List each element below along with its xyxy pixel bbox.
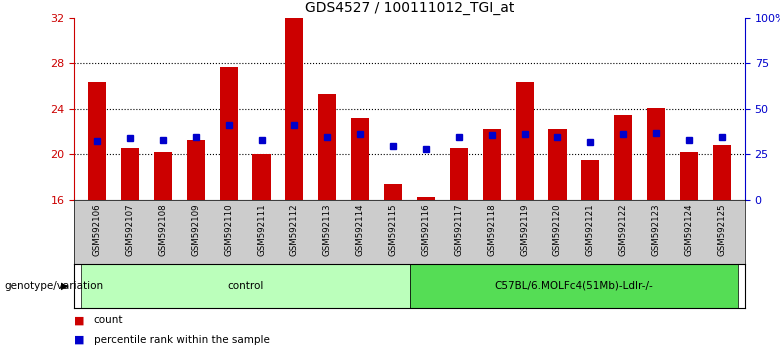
Bar — [614, 115, 633, 200]
Bar — [220, 67, 238, 200]
Text: GSM592107: GSM592107 — [126, 203, 134, 256]
Title: GDS4527 / 100111012_TGI_at: GDS4527 / 100111012_TGI_at — [305, 1, 514, 15]
Text: percentile rank within the sample: percentile rank within the sample — [94, 335, 269, 345]
Text: ■: ■ — [74, 335, 84, 345]
Text: GSM592116: GSM592116 — [421, 203, 431, 256]
Text: GSM592108: GSM592108 — [158, 203, 168, 256]
Text: GSM592118: GSM592118 — [488, 203, 496, 256]
Bar — [384, 184, 402, 200]
Text: count: count — [94, 315, 123, 325]
Bar — [417, 196, 435, 200]
Text: GSM592112: GSM592112 — [290, 203, 299, 256]
Text: GSM592111: GSM592111 — [257, 203, 266, 256]
Bar — [154, 152, 172, 200]
Bar — [410, 264, 739, 308]
Bar — [351, 118, 369, 200]
Bar — [548, 129, 566, 200]
Text: C57BL/6.MOLFc4(51Mb)-Ldlr-/-: C57BL/6.MOLFc4(51Mb)-Ldlr-/- — [495, 281, 654, 291]
Text: GSM592121: GSM592121 — [586, 203, 595, 256]
Text: ■: ■ — [74, 315, 84, 325]
Text: GSM592122: GSM592122 — [619, 203, 628, 256]
Bar — [647, 108, 665, 200]
Text: GSM592117: GSM592117 — [454, 203, 463, 256]
Bar — [680, 152, 698, 200]
Bar — [483, 129, 501, 200]
Bar — [450, 148, 468, 200]
Text: GSM592125: GSM592125 — [718, 203, 726, 256]
Text: genotype/variation: genotype/variation — [4, 281, 103, 291]
Text: control: control — [227, 281, 264, 291]
Bar — [516, 81, 534, 200]
Text: GSM592114: GSM592114 — [356, 203, 365, 256]
Bar — [121, 148, 139, 200]
Text: GSM592123: GSM592123 — [651, 203, 661, 256]
Text: GSM592119: GSM592119 — [520, 203, 529, 256]
Text: ▶: ▶ — [61, 281, 69, 291]
Bar — [713, 145, 731, 200]
Text: GSM592120: GSM592120 — [553, 203, 562, 256]
Text: GSM592113: GSM592113 — [323, 203, 331, 256]
Text: GSM592115: GSM592115 — [388, 203, 398, 256]
Bar — [80, 264, 410, 308]
Bar — [285, 18, 303, 200]
Bar — [581, 160, 599, 200]
Text: GSM592109: GSM592109 — [191, 203, 200, 256]
Bar — [253, 154, 271, 200]
Text: GSM592124: GSM592124 — [685, 203, 693, 256]
Bar — [88, 81, 106, 200]
Bar — [318, 94, 336, 200]
Text: GSM592110: GSM592110 — [224, 203, 233, 256]
Text: GSM592106: GSM592106 — [93, 203, 101, 256]
Bar — [186, 139, 205, 200]
